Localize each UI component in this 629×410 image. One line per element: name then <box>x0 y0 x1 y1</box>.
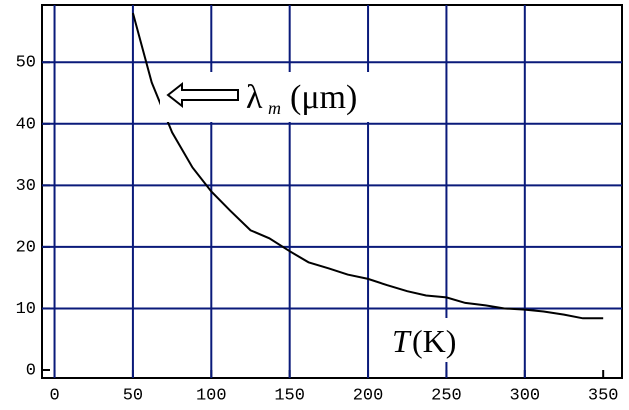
x-tick-label: 250 <box>431 386 462 405</box>
x-tick-label: 100 <box>196 386 227 405</box>
x-tick-label: 0 <box>49 386 59 405</box>
y-tick-label: 30 <box>16 177 36 196</box>
x-label-symbol: T <box>392 323 412 359</box>
y-label-symbol: λ <box>246 79 263 116</box>
y-label-subscript: m <box>268 98 281 118</box>
y-label-unit: (μm) <box>290 79 357 116</box>
label-background <box>385 318 475 362</box>
x-tick-label: 150 <box>274 386 305 405</box>
y-tick-label: 50 <box>16 54 36 73</box>
x-tick-label: 350 <box>588 386 619 405</box>
grid <box>42 5 622 378</box>
y-tick-label: 0 <box>26 361 36 380</box>
x-tick-label: 200 <box>353 386 384 405</box>
x-tick-label: 50 <box>123 386 143 405</box>
x-label-unit: (K) <box>412 323 456 359</box>
data-line <box>131 12 604 320</box>
x-tick-label: 300 <box>510 386 541 405</box>
y-tick-label: 20 <box>16 238 36 257</box>
x-label: T (K) <box>385 318 475 362</box>
y-label: λ m (μm) <box>160 72 376 122</box>
marks <box>131 12 604 320</box>
y-tick-label: 10 <box>16 300 36 319</box>
plot-area <box>41 4 623 379</box>
y-tick-label: 40 <box>16 115 36 134</box>
arrow <box>166 81 239 109</box>
